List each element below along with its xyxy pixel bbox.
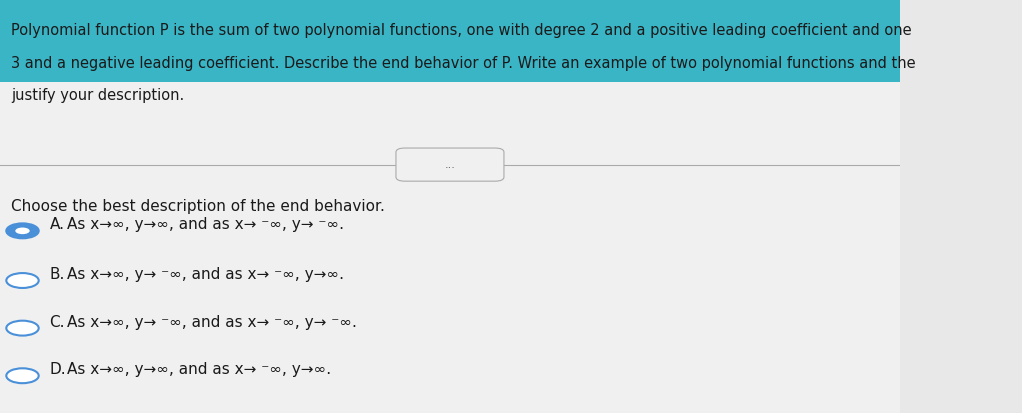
Circle shape bbox=[6, 368, 39, 383]
FancyBboxPatch shape bbox=[0, 0, 900, 83]
Text: As x→∞, y→ ⁻∞, and as x→ ⁻∞, y→ ⁻∞.: As x→∞, y→ ⁻∞, and as x→ ⁻∞, y→ ⁻∞. bbox=[67, 314, 358, 329]
Text: As x→∞, y→ ⁻∞, and as x→ ⁻∞, y→∞.: As x→∞, y→ ⁻∞, and as x→ ⁻∞, y→∞. bbox=[67, 266, 344, 281]
Circle shape bbox=[15, 228, 30, 235]
Text: As x→∞, y→∞, and as x→ ⁻∞, y→∞.: As x→∞, y→∞, and as x→ ⁻∞, y→∞. bbox=[67, 361, 331, 376]
FancyBboxPatch shape bbox=[396, 149, 504, 182]
Text: justify your description.: justify your description. bbox=[11, 88, 184, 103]
Text: B.: B. bbox=[49, 266, 64, 281]
Text: C.: C. bbox=[49, 314, 65, 329]
Text: 3 and a negative leading coefficient. Describe the end behavior of P. Write an e: 3 and a negative leading coefficient. De… bbox=[11, 56, 916, 71]
FancyBboxPatch shape bbox=[0, 83, 900, 413]
Text: A.: A. bbox=[49, 217, 64, 232]
Text: Polynomial function P is the sum of two polynomial functions, one with degree 2 : Polynomial function P is the sum of two … bbox=[11, 23, 912, 38]
Text: As x→∞, y→∞, and as x→ ⁻∞, y→ ⁻∞.: As x→∞, y→∞, and as x→ ⁻∞, y→ ⁻∞. bbox=[67, 217, 344, 232]
Text: ...: ... bbox=[445, 159, 456, 169]
Text: Choose the best description of the end behavior.: Choose the best description of the end b… bbox=[11, 198, 384, 213]
Text: D.: D. bbox=[49, 361, 66, 376]
Circle shape bbox=[6, 321, 39, 336]
Circle shape bbox=[6, 224, 39, 239]
Circle shape bbox=[6, 273, 39, 288]
